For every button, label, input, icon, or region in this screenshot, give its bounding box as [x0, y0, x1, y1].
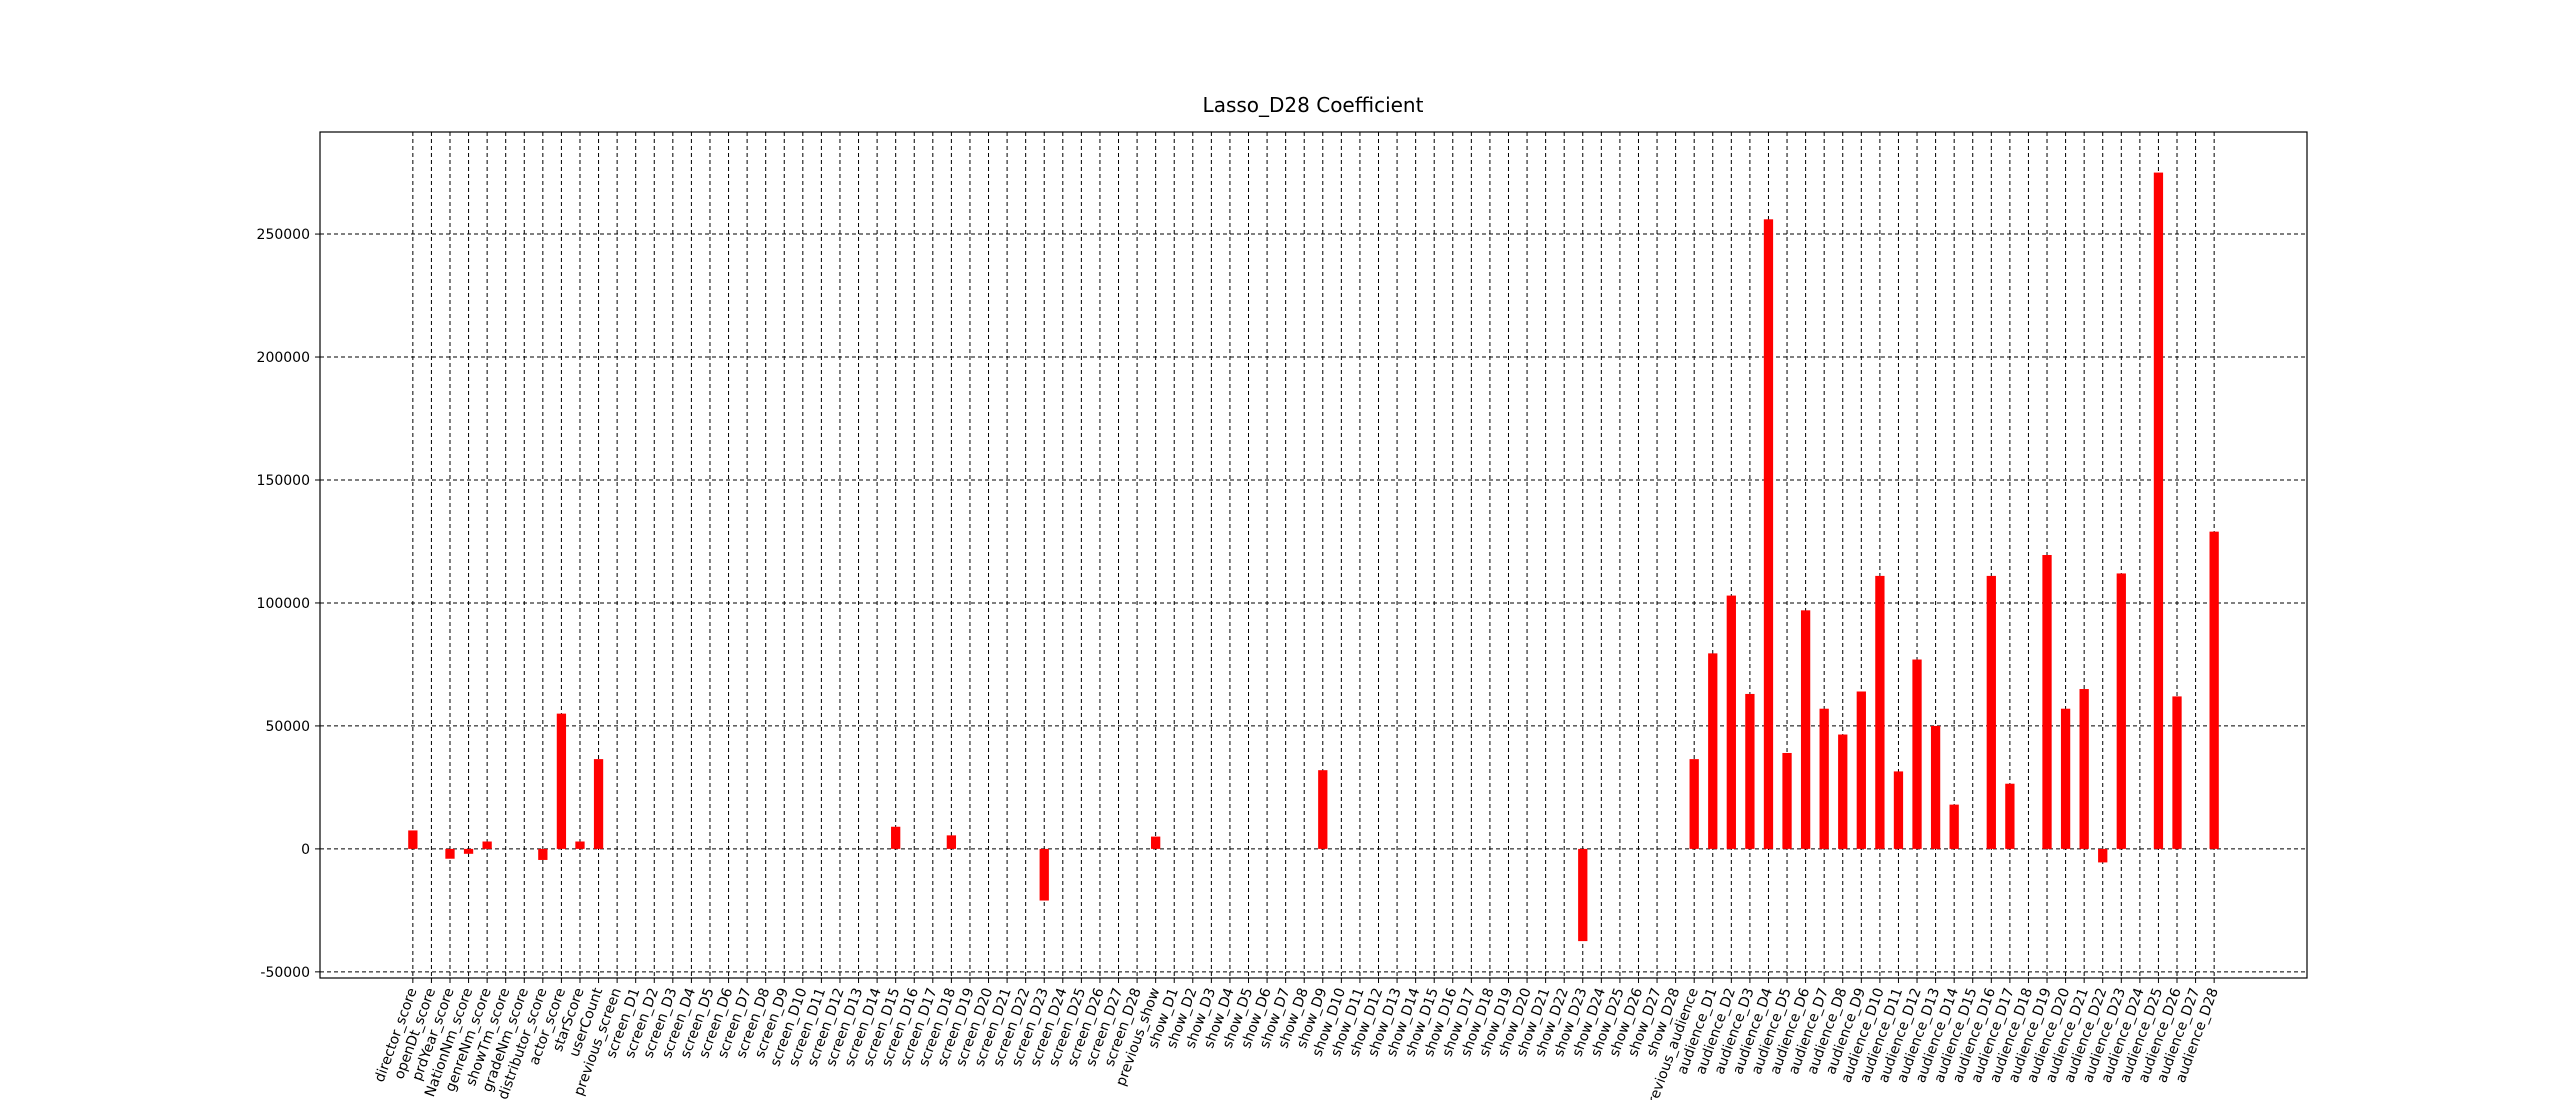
bar	[593, 759, 604, 849]
bar	[1912, 659, 1922, 849]
bar	[445, 848, 455, 859]
bar	[891, 826, 901, 849]
bar	[1875, 575, 1885, 849]
bar	[538, 848, 548, 860]
bar	[575, 841, 585, 849]
bar	[482, 841, 492, 849]
y-tick-label: 100000	[257, 596, 310, 612]
bar	[1578, 848, 1588, 942]
bar	[1893, 771, 1904, 849]
bar	[1726, 595, 1736, 849]
bar	[2005, 783, 2015, 849]
chart-title: Lasso_D28 Coefficient	[1203, 93, 1424, 117]
bar	[946, 835, 957, 849]
bar	[2153, 172, 2164, 849]
y-tick-label: 50000	[265, 719, 310, 735]
bar	[1708, 653, 1718, 849]
bar	[1986, 575, 1996, 849]
bar	[1856, 691, 1866, 849]
y-tick-label: 200000	[257, 350, 310, 366]
bar	[1039, 848, 1049, 901]
bar	[2060, 708, 2071, 849]
y-tick-label: -50000	[260, 965, 310, 981]
bar	[1838, 734, 1848, 849]
bar	[2079, 689, 2089, 849]
y-tick-label: 0	[301, 842, 310, 858]
bar	[1745, 693, 1755, 849]
bar	[1800, 610, 1811, 849]
bar	[2172, 696, 2182, 849]
y-tick-label: 150000	[257, 473, 310, 489]
bar	[1819, 708, 1829, 849]
bar	[2209, 531, 2219, 849]
bar	[1930, 725, 1941, 849]
bar	[1151, 836, 1161, 849]
bar	[2042, 555, 2052, 849]
bar	[556, 713, 567, 849]
bar	[2098, 848, 2108, 863]
bar	[463, 848, 474, 854]
bar	[1689, 759, 1699, 849]
plot-frame	[319, 131, 2308, 979]
bar	[2116, 573, 2126, 849]
bar	[1782, 752, 1792, 849]
bar	[408, 830, 418, 849]
bar	[1763, 219, 1774, 849]
y-tick-label: 250000	[257, 227, 310, 243]
bar	[1318, 770, 1328, 849]
bar	[1949, 804, 1959, 849]
